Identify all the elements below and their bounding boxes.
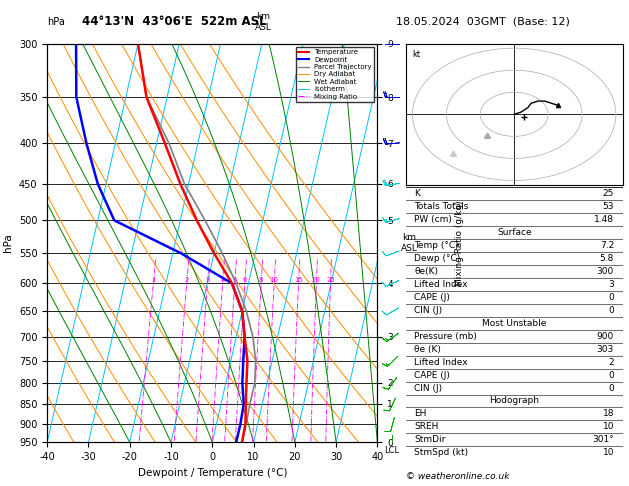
Text: 4: 4 bbox=[220, 278, 225, 283]
Text: 7.2: 7.2 bbox=[600, 241, 614, 250]
Text: 900: 900 bbox=[597, 332, 614, 341]
Text: CIN (J): CIN (J) bbox=[415, 306, 443, 315]
X-axis label: Dewpoint / Temperature (°C): Dewpoint / Temperature (°C) bbox=[138, 468, 287, 478]
Text: Surface: Surface bbox=[497, 228, 532, 237]
Text: CIN (J): CIN (J) bbox=[415, 383, 443, 393]
Text: StmSpd (kt): StmSpd (kt) bbox=[415, 448, 469, 457]
Text: 10: 10 bbox=[270, 278, 279, 283]
Text: 3: 3 bbox=[205, 278, 209, 283]
Text: Pressure (mb): Pressure (mb) bbox=[415, 332, 477, 341]
Text: 15: 15 bbox=[294, 278, 303, 283]
Text: 5.8: 5.8 bbox=[599, 254, 614, 263]
Text: θe (K): θe (K) bbox=[415, 345, 442, 354]
Text: 0: 0 bbox=[608, 293, 614, 302]
Text: kt: kt bbox=[413, 51, 421, 59]
Text: 0: 0 bbox=[608, 383, 614, 393]
Text: 2: 2 bbox=[608, 358, 614, 366]
Text: 8: 8 bbox=[259, 278, 264, 283]
Text: K: K bbox=[415, 189, 420, 198]
Text: 18.05.2024  03GMT  (Base: 12): 18.05.2024 03GMT (Base: 12) bbox=[396, 17, 570, 27]
Text: 303: 303 bbox=[597, 345, 614, 354]
Text: 18: 18 bbox=[603, 409, 614, 418]
Text: 44°13'N  43°06'E  522m ASL: 44°13'N 43°06'E 522m ASL bbox=[82, 16, 267, 28]
Text: θe(K): θe(K) bbox=[415, 267, 438, 276]
Y-axis label: km
ASL: km ASL bbox=[401, 233, 418, 253]
Text: 301°: 301° bbox=[593, 435, 614, 444]
Text: 25: 25 bbox=[326, 278, 335, 283]
Y-axis label: hPa: hPa bbox=[3, 234, 13, 252]
Text: CAPE (J): CAPE (J) bbox=[415, 371, 450, 380]
Text: Dewp (°C): Dewp (°C) bbox=[415, 254, 460, 263]
Text: SREH: SREH bbox=[415, 422, 439, 432]
Text: © weatheronline.co.uk: © weatheronline.co.uk bbox=[406, 472, 509, 481]
Text: Temp (°C): Temp (°C) bbox=[415, 241, 459, 250]
Text: 3: 3 bbox=[608, 280, 614, 289]
Text: 10: 10 bbox=[603, 422, 614, 432]
Text: 10: 10 bbox=[603, 448, 614, 457]
Text: 300: 300 bbox=[597, 267, 614, 276]
Text: Lifted Index: Lifted Index bbox=[415, 358, 468, 366]
Text: Totals Totals: Totals Totals bbox=[415, 202, 469, 211]
Text: CAPE (J): CAPE (J) bbox=[415, 293, 450, 302]
Text: 25: 25 bbox=[603, 189, 614, 198]
Text: Mixing Ratio (g/kg): Mixing Ratio (g/kg) bbox=[455, 200, 464, 286]
Text: EH: EH bbox=[415, 409, 426, 418]
Text: 0: 0 bbox=[608, 306, 614, 315]
Text: 1.48: 1.48 bbox=[594, 215, 614, 224]
Text: Lifted Index: Lifted Index bbox=[415, 280, 468, 289]
Legend: Temperature, Dewpoint, Parcel Trajectory, Dry Adiabat, Wet Adiabat, Isotherm, Mi: Temperature, Dewpoint, Parcel Trajectory… bbox=[296, 47, 374, 102]
Text: Most Unstable: Most Unstable bbox=[482, 319, 547, 328]
Text: 2: 2 bbox=[184, 278, 189, 283]
Text: Hodograph: Hodograph bbox=[489, 397, 539, 405]
Text: 20: 20 bbox=[312, 278, 321, 283]
Text: km
ASL: km ASL bbox=[255, 12, 272, 32]
Text: 5: 5 bbox=[233, 278, 237, 283]
Text: LCL: LCL bbox=[384, 446, 399, 455]
Text: 1: 1 bbox=[151, 278, 155, 283]
Text: PW (cm): PW (cm) bbox=[415, 215, 452, 224]
Text: StmDir: StmDir bbox=[415, 435, 446, 444]
Text: hPa: hPa bbox=[47, 17, 65, 27]
Text: 53: 53 bbox=[603, 202, 614, 211]
Text: 6: 6 bbox=[243, 278, 247, 283]
Text: 0: 0 bbox=[608, 371, 614, 380]
